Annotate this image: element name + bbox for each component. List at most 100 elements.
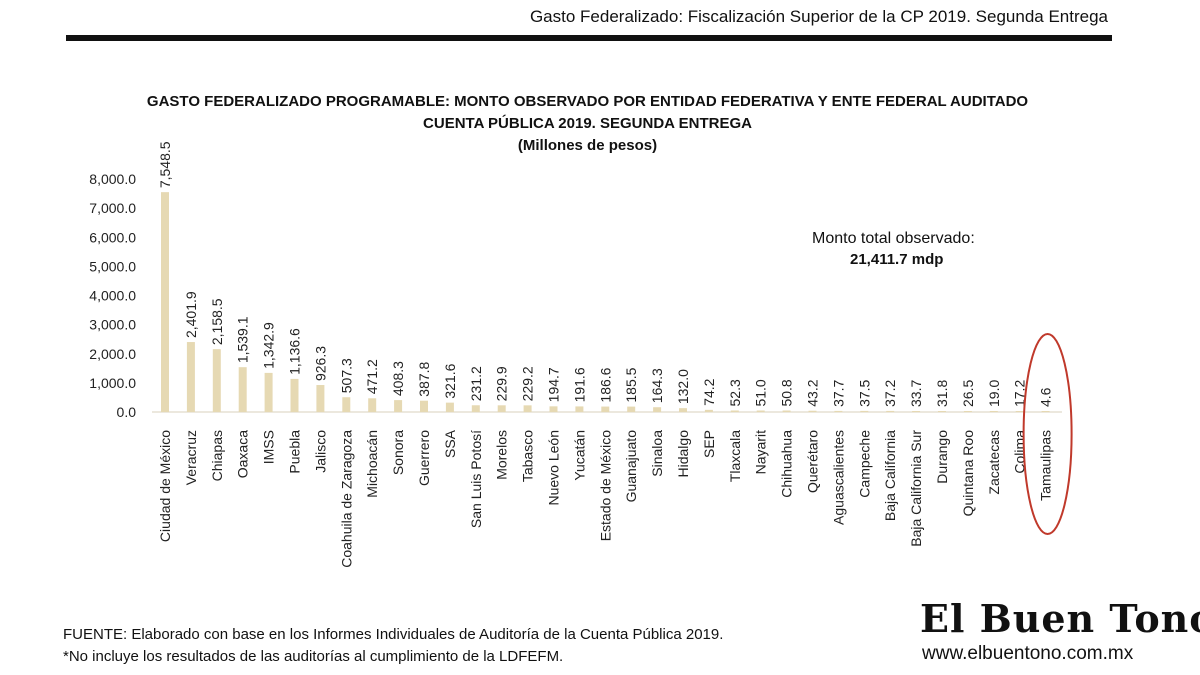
bar — [497, 405, 506, 412]
bar — [445, 402, 454, 412]
x-tick-label: Querétaro — [805, 430, 821, 493]
data-label: 52.3 — [727, 379, 743, 406]
data-label: 37.7 — [830, 379, 846, 406]
x-tick-label: Estado de México — [597, 430, 613, 541]
y-tick-label: 0.0 — [117, 404, 137, 420]
x-tick-label: Guanajuato — [623, 430, 639, 503]
total-annotation-label: Monto total observado: — [812, 230, 975, 247]
total-annotation-value: 21,411.7 mdp — [850, 251, 944, 268]
data-label: 408.3 — [390, 361, 406, 396]
x-tick-label: Tamaulipas — [1038, 430, 1054, 501]
x-tick-label: Aguascalientes — [830, 430, 846, 525]
data-label: 926.3 — [312, 346, 328, 381]
bar — [808, 410, 817, 412]
data-label: 50.8 — [779, 379, 795, 406]
newspaper-url: www.elbuentono.com.mx — [922, 643, 1134, 664]
x-tick-label: Guerrero — [416, 430, 432, 486]
data-label: 51.0 — [753, 379, 769, 406]
x-tick-label: Durango — [934, 430, 950, 484]
data-label: 31.8 — [934, 380, 950, 407]
bar — [601, 406, 610, 412]
bar — [471, 405, 480, 412]
bar — [186, 342, 195, 412]
bar — [963, 411, 972, 412]
bar — [653, 407, 662, 412]
document-header-title: Gasto Federalizado: Fiscalización Superi… — [529, 7, 1108, 26]
x-tick-label: Nayarit — [753, 430, 769, 474]
bar — [238, 367, 247, 412]
x-tick-label: Sonora — [390, 430, 406, 475]
data-label: 26.5 — [960, 380, 976, 407]
data-label: 191.6 — [571, 367, 587, 402]
bar — [368, 398, 377, 412]
bar — [1015, 411, 1024, 412]
x-tick-label: Oaxaca — [235, 430, 251, 478]
bar — [161, 192, 169, 412]
x-tick-label: Coahuila de Zaragoza — [338, 430, 354, 568]
bar — [342, 397, 351, 412]
y-tick-label: 3,000.0 — [89, 317, 136, 333]
data-label: 132.0 — [675, 369, 691, 404]
data-label: 231.2 — [468, 366, 484, 401]
bar — [730, 410, 739, 412]
x-tick-label: IMSS — [261, 430, 277, 464]
header-rule — [66, 35, 1112, 41]
data-label: 33.7 — [908, 380, 924, 407]
bar — [782, 410, 791, 412]
footnote: *No incluye los resultados de las audito… — [63, 648, 564, 665]
bar-chart: 0.0 1,000.0 2,000.0 3,000.0 4,000.0 5,000.0 6,… — [89, 141, 1073, 568]
x-tick-label: SSA — [442, 429, 458, 458]
y-tick-label: 2,000.0 — [89, 346, 136, 362]
data-label: 2,158.5 — [209, 298, 225, 345]
data-label: 7,548.5 — [157, 141, 173, 188]
bar — [212, 349, 221, 412]
x-tick-label: Tabasco — [520, 430, 536, 482]
data-label: 1,539.1 — [235, 316, 251, 363]
x-tick-label: Hidalgo — [675, 430, 691, 478]
bar — [575, 406, 584, 412]
data-label: 471.2 — [364, 359, 380, 394]
x-tick-label: Jalisco — [312, 430, 328, 473]
x-tick-label: Baja California Sur — [908, 430, 924, 547]
x-tick-label: San Luis Potosí — [468, 430, 484, 528]
data-label: 74.2 — [701, 378, 717, 405]
newspaper-logo: El Buen Tono — [920, 596, 1200, 641]
bar — [523, 405, 532, 412]
bar — [989, 411, 998, 412]
bar — [316, 385, 325, 412]
y-tick-label: 7,000.0 — [89, 200, 136, 216]
bar — [290, 378, 299, 412]
y-tick-label: 1,000.0 — [89, 375, 136, 391]
data-label: 387.8 — [416, 361, 432, 396]
bar — [860, 410, 869, 412]
data-label: 194.7 — [546, 367, 562, 402]
bar — [679, 408, 687, 412]
data-label: 37.5 — [856, 379, 872, 406]
y-tick-label: 6,000.0 — [89, 229, 136, 245]
bar — [912, 411, 921, 412]
bar — [420, 400, 428, 412]
bar — [834, 410, 843, 412]
x-tick-label: Chihuahua — [779, 430, 795, 498]
data-label: 37.2 — [882, 379, 898, 406]
y-tick-label: 4,000.0 — [89, 288, 136, 304]
x-tick-label: Campeche — [856, 430, 872, 498]
x-tick-label: Chiapas — [209, 430, 225, 481]
data-label: 164.3 — [649, 368, 665, 403]
source-note: FUENTE: Elaborado con base en los Inform… — [63, 626, 724, 643]
data-label: 4.6 — [1038, 387, 1054, 407]
chart-units: (Millones de pesos) — [517, 137, 658, 154]
data-label: 321.6 — [442, 363, 458, 398]
x-tick-label: Tlaxcala — [727, 430, 743, 482]
data-label: 185.5 — [623, 367, 639, 402]
x-tick-label: Baja California — [882, 430, 898, 521]
chart-title: GASTO FEDERALIZADO PROGRAMABLE: MONTO OB… — [146, 93, 1029, 110]
data-label: 19.0 — [986, 380, 1002, 407]
data-label: 1,342.9 — [261, 322, 277, 369]
bar — [627, 406, 636, 412]
data-label: 17.2 — [1012, 380, 1028, 407]
chart-subtitle: CUENTA PÚBLICA 2019. SEGUNDA ENTREGA — [423, 115, 752, 132]
bar — [1041, 411, 1050, 412]
x-tick-label: Nuevo León — [546, 430, 562, 506]
bar — [704, 409, 713, 412]
